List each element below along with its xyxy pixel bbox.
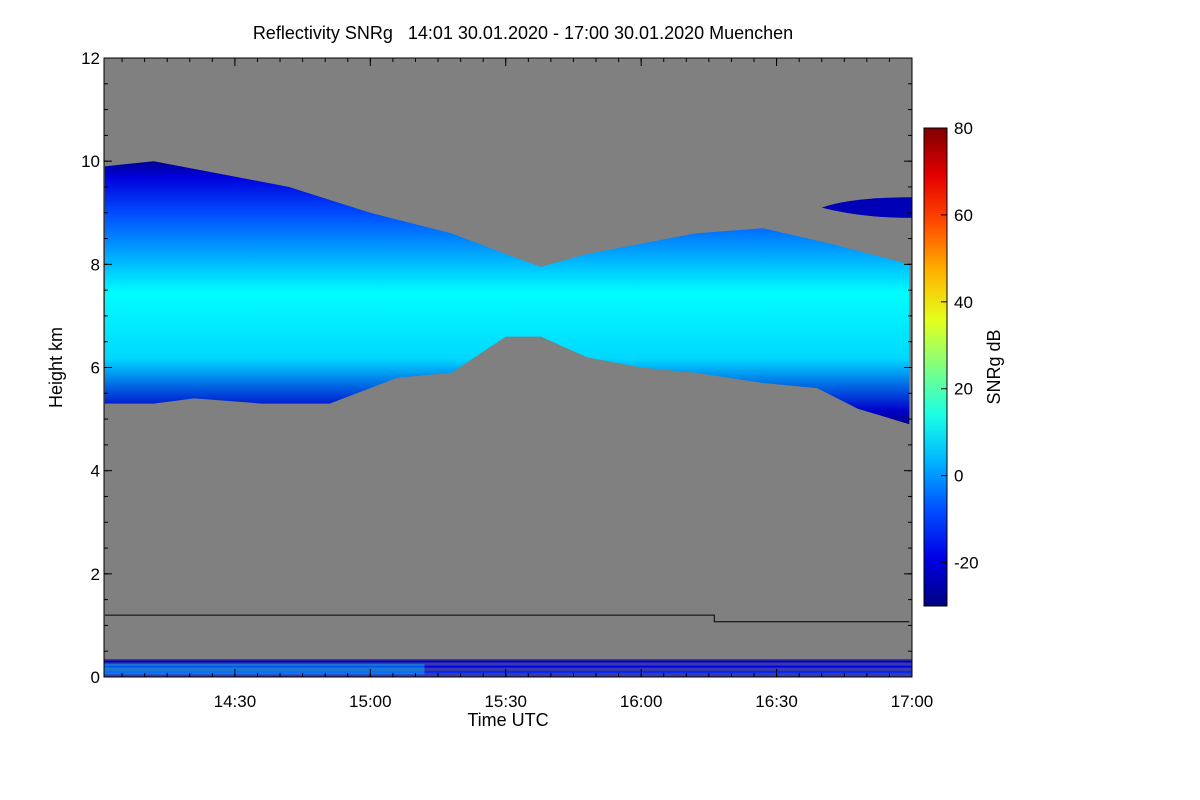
y-tick-label: 8 [91,255,100,274]
x-tick-label: 16:00 [620,692,663,711]
colorbar-tick-label: -20 [954,554,979,573]
ground-echo [104,664,425,675]
y-tick-label: 2 [91,565,100,584]
x-tick-label: 15:30 [484,692,527,711]
x-tick-label: 15:00 [349,692,392,711]
y-tick-label: 12 [81,49,100,68]
y-axis-label: Height km [46,327,66,408]
x-tick-label: 17:00 [891,692,934,711]
y-tick-label: 6 [91,359,100,378]
colorbar-tick-label: 0 [954,467,963,486]
y-tick-label: 10 [81,152,100,171]
colorbar-tick-label: 60 [954,206,973,225]
x-tick-label: 16:30 [755,692,798,711]
x-tick-label: 14:30 [214,692,257,711]
reference-line [104,614,910,623]
x-axis-label: Time UTC [467,710,548,730]
cloud-layer [104,161,910,425]
colorbar-tick-label: 40 [954,293,973,312]
upper-cloud-layer [821,197,912,218]
chart-title: Reflectivity SNRg 14:01 30.01.2020 - 17:… [253,23,793,43]
y-tick-label: 0 [91,668,100,687]
y-tick-label: 4 [91,462,100,481]
colorbar-label: SNRg dB [984,329,1004,404]
colorbar-tick-label: 20 [954,380,973,399]
colorbar [923,127,948,607]
plot-content [104,161,912,677]
colorbar-tick-label: 80 [954,119,973,138]
